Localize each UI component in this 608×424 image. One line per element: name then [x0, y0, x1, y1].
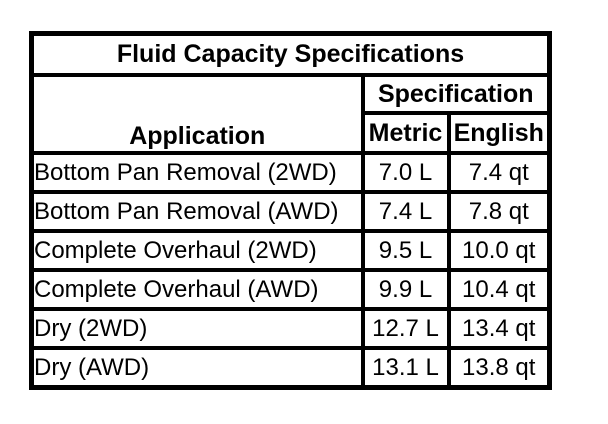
metric-value-cell: 9.5 L — [360, 229, 451, 272]
english-value-cell: 10.0 qt — [446, 229, 552, 272]
metric-value-cell: 9.9 L — [360, 268, 451, 311]
table-row: Bottom Pan Removal (2WD) 7.0 L 7.4 qt — [29, 151, 552, 194]
application-cell: Dry (2WD) — [29, 307, 365, 350]
table-row: Bottom Pan Removal (AWD) 7.4 L 7.8 qt — [29, 190, 552, 233]
application-cell: Complete Overhaul (2WD) — [29, 229, 365, 272]
english-value-cell: 7.8 qt — [446, 190, 552, 233]
table-row: Complete Overhaul (AWD) 9.9 L 10.4 qt — [29, 268, 552, 311]
column-header-specification: Specification — [360, 73, 552, 115]
metric-value-cell: 13.1 L — [360, 346, 451, 390]
header-row-units: Metric English — [32, 111, 552, 155]
application-cell: Bottom Pan Removal (2WD) — [29, 151, 365, 194]
column-header-metric: Metric — [360, 111, 451, 155]
metric-value-cell: 7.4 L — [360, 190, 451, 233]
application-cell: Dry (AWD) — [29, 346, 365, 390]
table-row: Complete Overhaul (2WD) 9.5 L 10.0 qt — [29, 229, 552, 272]
application-cell: Bottom Pan Removal (AWD) — [29, 190, 365, 233]
english-value-cell: 10.4 qt — [446, 268, 552, 311]
table-row: Dry (2WD) 12.7 L 13.4 qt — [29, 307, 552, 350]
english-value-cell: 7.4 qt — [446, 151, 552, 194]
column-header-english: English — [446, 111, 552, 155]
metric-value-cell: 7.0 L — [360, 151, 451, 194]
table-title: Fluid Capacity Specifications — [29, 31, 552, 77]
table-row: Dry (AWD) 13.1 L 13.8 qt — [29, 346, 552, 390]
fluid-capacity-table: Fluid Capacity Specifications Applicatio… — [29, 31, 552, 390]
english-value-cell: 13.4 qt — [446, 307, 552, 350]
application-cell: Complete Overhaul (AWD) — [29, 268, 365, 311]
column-header-application: Application — [29, 73, 365, 155]
title-row: Fluid Capacity Specifications — [29, 31, 552, 77]
english-value-cell: 13.8 qt — [446, 346, 552, 390]
metric-value-cell: 12.7 L — [360, 307, 451, 350]
header-row-specification: Application Specification — [29, 73, 552, 155]
